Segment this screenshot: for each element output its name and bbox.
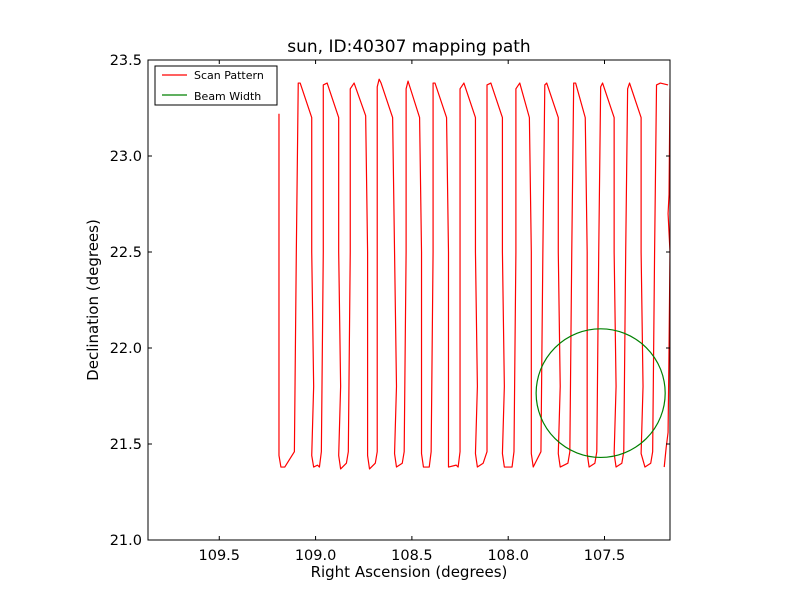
x-tick-label: 108.0 bbox=[487, 548, 529, 564]
chart-title: sun, ID:40307 mapping path bbox=[287, 37, 530, 57]
x-tick-label: 109.0 bbox=[295, 548, 337, 564]
legend: Scan Pattern Beam Width bbox=[154, 65, 278, 106]
legend-label-scan-pattern: Scan Pattern bbox=[194, 69, 264, 82]
y-tick-label: 21.5 bbox=[110, 437, 142, 453]
y-tick-label: 22.0 bbox=[110, 341, 142, 357]
legend-box bbox=[154, 65, 278, 106]
y-axis-label: Declination (degrees) bbox=[84, 219, 102, 381]
x-tick-label: 108.5 bbox=[391, 548, 433, 564]
scan-pattern-line-0 bbox=[278, 78, 669, 470]
beam-width-circle bbox=[535, 328, 666, 459]
plot-frame bbox=[147, 59, 671, 541]
y-tick-label: 23.5 bbox=[110, 53, 142, 69]
legend-label-beam-width: Beam Width bbox=[194, 90, 261, 103]
plot-background bbox=[148, 60, 670, 540]
y-tick-label: 23.0 bbox=[110, 149, 142, 165]
x-axis-label: Right Ascension (degrees) bbox=[311, 563, 508, 581]
y-tick-label: 21.0 bbox=[110, 533, 142, 549]
y-tick-label: 22.5 bbox=[110, 245, 142, 261]
x-tick-label: 107.5 bbox=[584, 548, 626, 564]
x-tick-label: 109.5 bbox=[199, 548, 241, 564]
